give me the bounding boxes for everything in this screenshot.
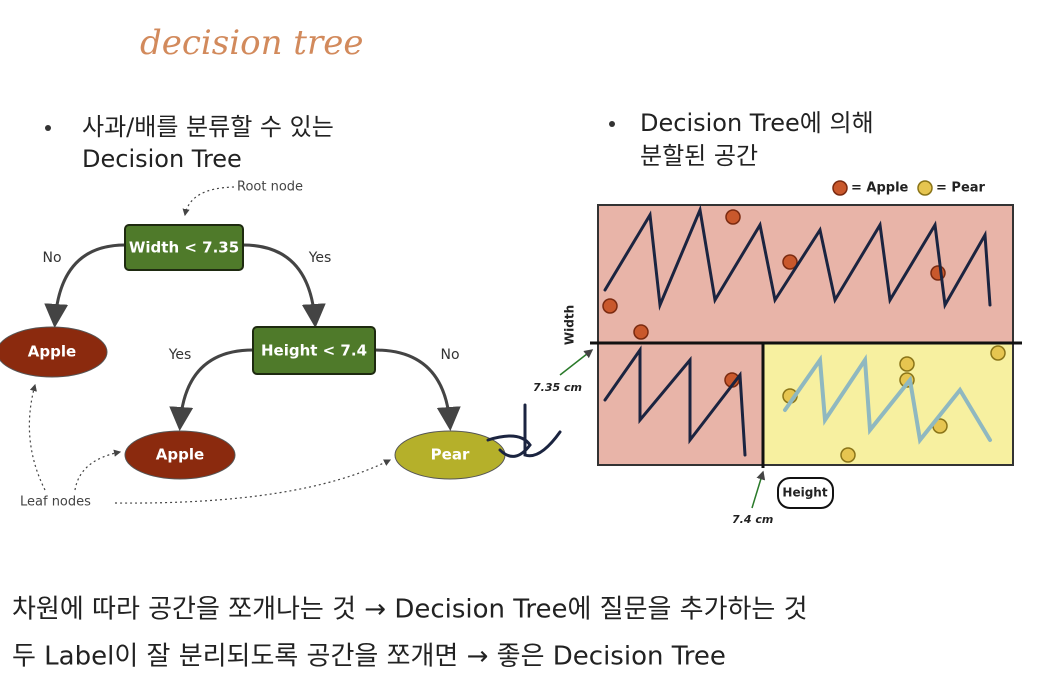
root-node-text: Width < 7.35 bbox=[129, 239, 239, 257]
leaf-node-text: Apple bbox=[28, 343, 76, 361]
pointer bbox=[114, 459, 392, 504]
pointer bbox=[559, 349, 594, 376]
point bbox=[899, 356, 915, 372]
pointer bbox=[182, 186, 235, 217]
edge-label: No bbox=[440, 347, 459, 363]
leaf-node-text: Apple bbox=[156, 446, 204, 464]
bullet-text: 사과/배를 분류할 수 있는 bbox=[82, 113, 334, 141]
point bbox=[840, 447, 856, 463]
footer-text: 두 Label이 잘 분리되도록 공간을 쪼개면 → 좋은 Decision T… bbox=[12, 642, 726, 672]
edge-label: Yes bbox=[308, 250, 332, 266]
point bbox=[782, 254, 798, 270]
legend-swatch bbox=[917, 180, 933, 196]
split-label: 7.35 cm bbox=[533, 381, 582, 394]
scribble bbox=[486, 403, 562, 458]
plot-frame bbox=[597, 204, 1014, 466]
region bbox=[598, 205, 1013, 343]
point bbox=[633, 324, 649, 340]
legend-label: = Pear bbox=[936, 181, 986, 196]
root-node bbox=[124, 224, 244, 271]
bullet-text: Decision Tree bbox=[82, 145, 242, 173]
highlight bbox=[777, 477, 834, 509]
edge-label: No bbox=[42, 250, 61, 266]
leaf-node bbox=[0, 326, 108, 378]
axis-label: Width bbox=[563, 305, 577, 345]
edge bbox=[374, 348, 461, 431]
region bbox=[763, 343, 1013, 465]
bullet-text: Decision Tree에 의해 bbox=[640, 109, 874, 137]
root-node-label: Root node bbox=[237, 180, 303, 195]
pointer bbox=[28, 383, 46, 491]
point bbox=[725, 209, 741, 225]
pointer bbox=[74, 449, 122, 491]
edge bbox=[242, 243, 326, 328]
inner-node-text: Height < 7.4 bbox=[261, 342, 367, 360]
edge-label: Yes bbox=[168, 347, 192, 363]
scribble bbox=[783, 354, 992, 445]
inner-node bbox=[252, 326, 376, 375]
legend-swatch bbox=[832, 180, 848, 196]
scribble bbox=[603, 204, 992, 311]
edge bbox=[44, 243, 126, 328]
scribble bbox=[603, 345, 747, 457]
bullet bbox=[45, 125, 51, 131]
point bbox=[990, 345, 1006, 361]
legend-label: = Apple bbox=[851, 181, 909, 196]
bullet-text: 분할된 공간 bbox=[640, 142, 758, 170]
region bbox=[598, 343, 763, 465]
pointer bbox=[751, 470, 766, 509]
point bbox=[602, 298, 618, 314]
footer-text: 차원에 따라 공간을 쪼개나는 것 → Decision Tree에 질문을 추… bbox=[12, 595, 808, 625]
leaf-node-text: Pear bbox=[431, 446, 470, 464]
bullet bbox=[609, 121, 615, 127]
handwritten-annotation: decision tree bbox=[140, 23, 363, 63]
leaf-nodes-label: Leaf nodes bbox=[20, 495, 91, 510]
leaf-node bbox=[124, 430, 236, 480]
split-label: 7.4 cm bbox=[732, 513, 773, 526]
axis-label: Height bbox=[782, 486, 827, 500]
edge bbox=[169, 348, 254, 431]
